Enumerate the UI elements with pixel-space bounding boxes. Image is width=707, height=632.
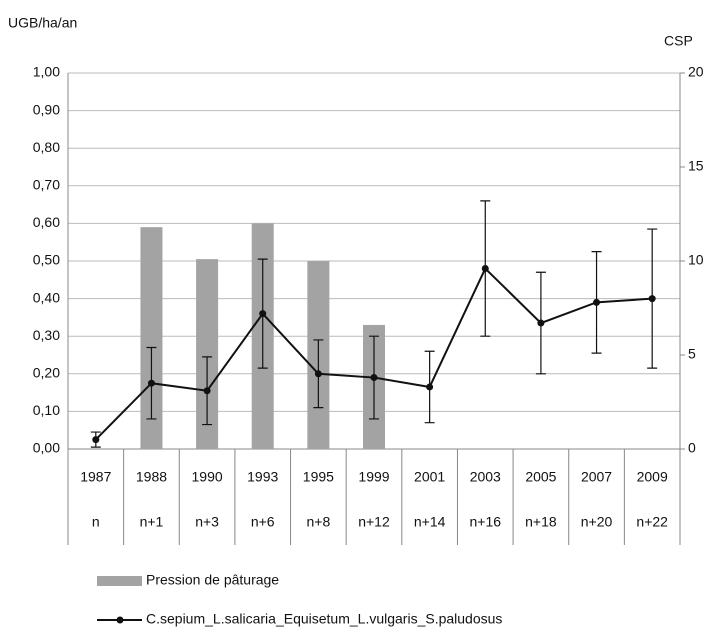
x-tick-label-secondary: n+16 <box>469 514 501 530</box>
y-tick-label: 1,00 <box>33 64 60 80</box>
x-tick-label: 2001 <box>414 469 445 485</box>
point <box>593 298 601 306</box>
bar <box>196 259 219 449</box>
point <box>370 374 378 382</box>
point <box>648 295 656 303</box>
legend-label: C.sepium_L.salicaria_Equisetum_L.vulgari… <box>146 611 502 627</box>
x-tick-label: 1993 <box>247 469 278 485</box>
x-tick-label-secondary: n+18 <box>525 514 557 530</box>
x-tick-label: 2009 <box>637 469 668 485</box>
point <box>147 379 155 387</box>
point <box>314 370 322 378</box>
y-tick-label: 0,60 <box>33 214 60 230</box>
legend-swatch-point <box>116 616 124 624</box>
x-tick-label: 2005 <box>525 469 556 485</box>
y2-tick-label: 5 <box>688 346 696 362</box>
point <box>92 436 100 444</box>
y-tick-label: 0,90 <box>33 101 60 117</box>
x-tick-label-secondary: n+14 <box>414 514 446 530</box>
y-tick-label: 0,10 <box>33 402 60 418</box>
x-tick-label-secondary: n+6 <box>251 514 275 530</box>
y2-tick-label: 20 <box>688 64 704 80</box>
y2-tick-label: 15 <box>688 158 704 174</box>
x-tick-label-secondary: n+1 <box>140 514 164 530</box>
y-tick-label: 0,40 <box>33 289 60 305</box>
x-tick-label: 1990 <box>192 469 223 485</box>
legend-swatch <box>97 576 142 586</box>
point <box>537 319 545 327</box>
x-tick-label: 1987 <box>80 469 111 485</box>
bar <box>140 227 163 449</box>
x-tick-label: 1999 <box>358 469 389 485</box>
y2-tick-label: 10 <box>688 252 704 268</box>
y-axis-label: UGB/ha/an <box>8 15 77 31</box>
y-tick-label: 0,70 <box>33 177 60 193</box>
x-tick-label: 2003 <box>470 469 501 485</box>
x-tick-label-secondary: n+12 <box>358 514 390 530</box>
y-tick-label: 0,80 <box>33 139 60 155</box>
point <box>481 265 489 273</box>
x-tick-label-secondary: n+3 <box>195 514 219 530</box>
y-tick-label: 0,50 <box>33 252 60 268</box>
x-tick-label-secondary: n+8 <box>306 514 330 530</box>
x-tick-label: 1988 <box>136 469 167 485</box>
y-tick-label: 0,30 <box>33 327 60 343</box>
x-tick-label-secondary: n+20 <box>581 514 613 530</box>
y2-axis-label: CSP <box>664 33 693 49</box>
y-tick-label: 0,20 <box>33 365 60 381</box>
x-tick-label: 2007 <box>581 469 612 485</box>
y2-tick-label: 0 <box>688 440 696 456</box>
x-tick-label-secondary: n <box>92 514 100 530</box>
legend-label: Pression de pâturage <box>146 572 279 588</box>
point <box>203 387 211 395</box>
x-tick-label: 1995 <box>303 469 334 485</box>
point <box>426 383 434 391</box>
x-tick-label-secondary: n+22 <box>636 514 668 530</box>
y-tick-label: 0,00 <box>33 440 60 456</box>
point <box>259 310 267 318</box>
